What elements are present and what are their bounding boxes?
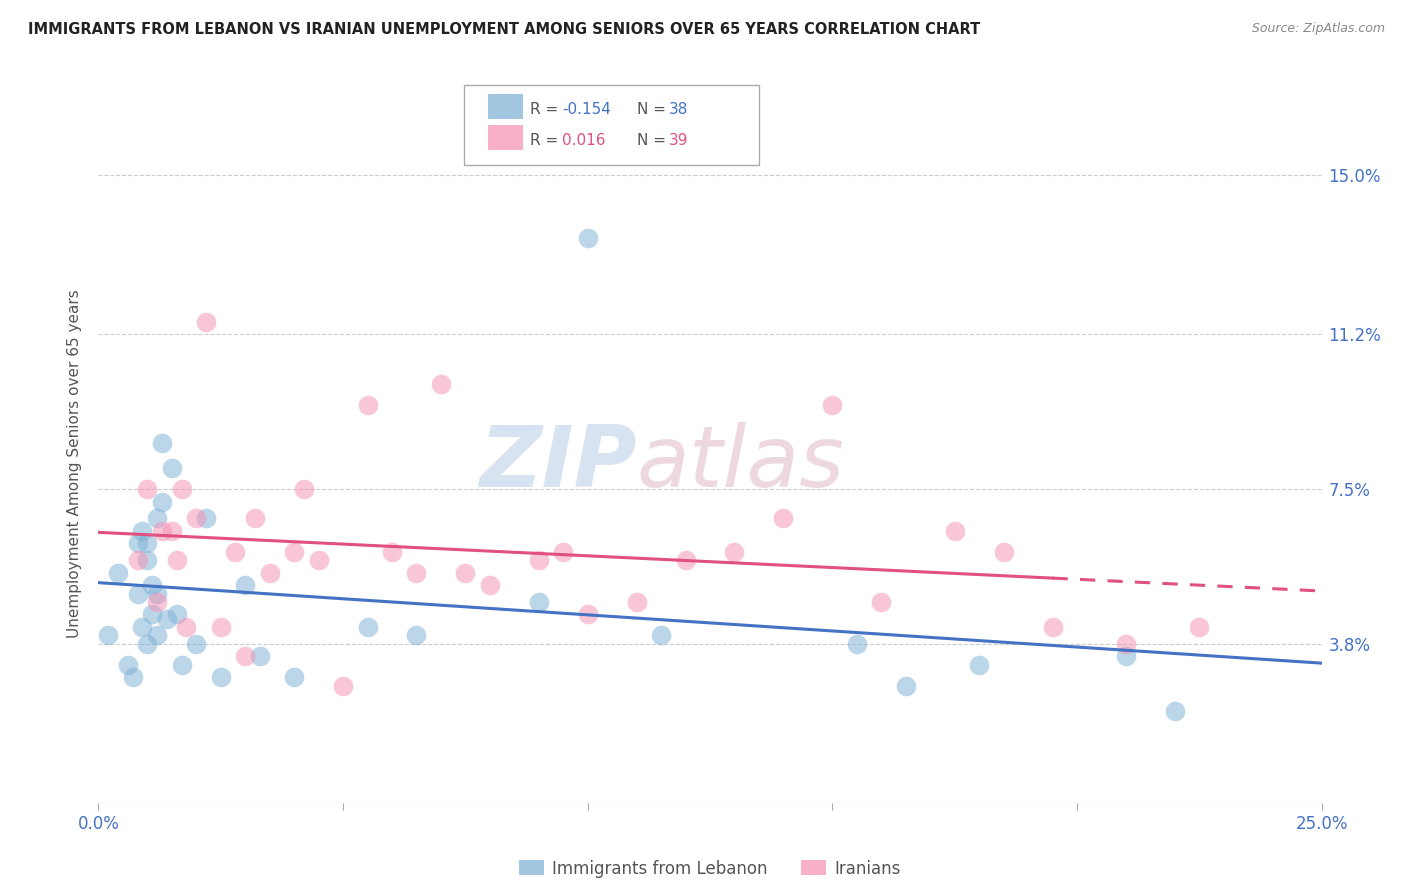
Point [160,524,183,538]
Text: 0.016: 0.016 [562,133,606,148]
Point [870,595,893,609]
Point [454,566,477,580]
Point [1164,704,1187,718]
Point [243,511,266,525]
Point [156,612,179,626]
Point [166,607,188,622]
Point [772,511,794,525]
Point [1188,620,1211,634]
Point [233,578,256,592]
Point [107,566,129,580]
Point [576,231,599,245]
Point [146,628,169,642]
Point [259,566,281,580]
Point [356,398,378,412]
Text: atlas: atlas [637,422,845,506]
Point [845,637,868,651]
Point [127,553,149,567]
Text: R =: R = [530,133,564,148]
Text: IMMIGRANTS FROM LEBANON VS IRANIAN UNEMPLOYMENT AMONG SENIORS OVER 65 YEARS CORR: IMMIGRANTS FROM LEBANON VS IRANIAN UNEMP… [28,22,980,37]
Point [131,524,153,538]
Point [121,670,143,684]
Point [553,545,575,559]
Y-axis label: Unemployment Among Seniors over 65 years: Unemployment Among Seniors over 65 years [67,290,83,638]
Point [894,679,917,693]
Point [209,670,232,684]
Point [224,545,246,559]
Point [136,637,159,651]
Point [150,436,173,450]
Text: 38: 38 [669,102,689,117]
Point [136,553,159,567]
Point [527,595,550,609]
Point [150,494,173,508]
Point [723,545,745,559]
Point [967,657,990,672]
Point [186,511,208,525]
Point [249,649,271,664]
Point [1115,637,1137,651]
Point [127,536,149,550]
Point [332,679,354,693]
Point [97,628,120,642]
Point [283,545,305,559]
Point [195,314,218,328]
Text: Source: ZipAtlas.com: Source: ZipAtlas.com [1251,22,1385,36]
Point [141,578,163,592]
Point [308,553,330,567]
Point [136,482,159,496]
Point [430,377,453,392]
Point [292,482,315,496]
Point [1115,649,1137,664]
Text: N =: N = [637,133,671,148]
Point [405,566,427,580]
Point [381,545,404,559]
Point [117,657,139,672]
Point [527,553,550,567]
Point [136,536,159,550]
Point [141,607,163,622]
Legend: Immigrants from Lebanon, Iranians: Immigrants from Lebanon, Iranians [515,855,905,882]
Point [166,553,188,567]
Point [283,670,305,684]
Point [821,398,844,412]
Point [675,553,697,567]
Text: ZIP: ZIP [479,422,637,506]
Point [195,511,218,525]
Point [150,524,173,538]
Point [650,628,672,642]
Point [233,649,256,664]
Point [131,620,153,634]
Point [478,578,501,592]
Point [1042,620,1064,634]
Point [186,637,208,651]
Point [160,461,183,475]
Point [943,524,966,538]
Text: N =: N = [637,102,671,117]
Point [576,607,599,622]
Point [209,620,232,634]
Point [405,628,427,642]
Point [170,482,193,496]
Point [626,595,648,609]
Text: -0.154: -0.154 [562,102,612,117]
Point [146,586,169,600]
Point [993,545,1015,559]
Text: R =: R = [530,102,564,117]
Point [170,657,193,672]
Point [176,620,198,634]
Text: 39: 39 [669,133,689,148]
Point [146,511,169,525]
Point [356,620,378,634]
Point [127,586,149,600]
Point [146,595,169,609]
